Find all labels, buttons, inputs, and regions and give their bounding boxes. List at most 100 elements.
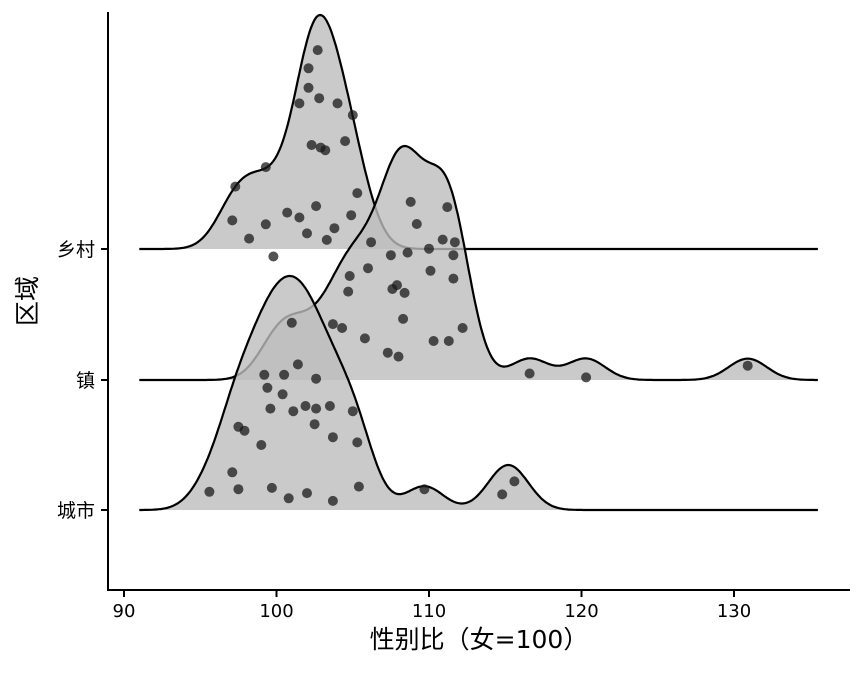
data-point-0-14 [292, 359, 303, 370]
data-point-2-17 [329, 223, 340, 234]
density-line-2 [139, 13, 818, 251]
data-point-0-15 [300, 401, 311, 411]
data-point-2-16 [321, 234, 332, 245]
x-axis-title: 性别比（女=100） [370, 625, 589, 654]
data-point-1-7 [344, 271, 355, 281]
x-tick-label-1: 100 [259, 601, 293, 622]
data-point-0-7 [262, 382, 273, 393]
data-point-2-3 [260, 219, 271, 230]
data-point-0-0 [204, 486, 215, 497]
data-point-2-11 [311, 201, 322, 212]
data-point-0-21 [327, 495, 338, 506]
data-point-1-14 [392, 280, 402, 291]
data-point-1-8 [359, 333, 370, 344]
data-point-0-16 [302, 488, 312, 499]
data-point-0-1 [227, 467, 238, 478]
y-tick-label-1: 镇 [76, 370, 95, 392]
data-point-1-1 [279, 369, 290, 380]
density-fill-0 [139, 276, 818, 510]
data-point-0-6 [259, 369, 270, 380]
data-point-1-24 [437, 234, 448, 245]
data-point-0-26 [497, 489, 508, 500]
y-tick-label-0: 城市 [57, 500, 95, 522]
data-point-2-21 [347, 110, 358, 121]
x-tick-label-2: 110 [412, 601, 446, 622]
data-point-2-18 [332, 98, 343, 109]
data-point-2-13 [314, 93, 325, 104]
data-point-1-31 [524, 368, 535, 379]
data-point-1-16 [398, 313, 409, 324]
data-point-1-11 [382, 347, 393, 358]
data-point-1-22 [425, 265, 436, 276]
data-point-1-0 [268, 251, 279, 262]
data-point-0-2 [233, 484, 244, 495]
data-point-1-19 [405, 196, 416, 207]
data-point-0-12 [286, 317, 297, 328]
ridges-layer [139, 13, 818, 512]
data-point-2-22 [352, 188, 363, 199]
data-point-1-2 [294, 212, 305, 223]
data-point-2-8 [303, 63, 314, 74]
data-point-1-20 [411, 219, 422, 229]
data-point-1-4 [327, 319, 338, 330]
data-point-2-0 [227, 215, 238, 226]
data-point-2-5 [282, 207, 293, 218]
points-layer [204, 45, 753, 506]
data-point-1-18 [402, 247, 413, 258]
data-point-0-8 [265, 403, 276, 414]
data-point-1-29 [449, 237, 460, 248]
data-point-0-4 [239, 425, 250, 436]
data-point-0-20 [327, 432, 338, 443]
data-point-1-21 [424, 243, 434, 254]
data-point-2-12 [312, 45, 323, 56]
data-point-1-10 [366, 237, 377, 248]
data-point-1-28 [448, 250, 459, 261]
data-point-1-26 [443, 336, 454, 346]
x-tick-label-0: 90 [113, 601, 136, 622]
density-line-0 [139, 274, 818, 512]
data-point-1-23 [428, 336, 439, 346]
data-point-0-17 [309, 419, 320, 430]
data-point-0-23 [352, 437, 363, 448]
data-point-2-6 [294, 98, 305, 109]
data-point-1-30 [457, 323, 468, 333]
data-point-2-1 [230, 181, 241, 192]
data-point-2-4 [260, 162, 271, 173]
data-point-1-15 [393, 351, 404, 362]
data-point-0-5 [256, 440, 267, 450]
data-point-0-10 [277, 389, 288, 400]
data-point-1-25 [442, 202, 453, 213]
data-point-2-7 [302, 228, 312, 239]
data-point-1-6 [343, 286, 354, 297]
data-point-0-9 [266, 482, 277, 493]
data-point-2-2 [244, 233, 255, 244]
data-point-1-17 [399, 287, 410, 298]
density-fill-2 [139, 15, 818, 249]
data-point-0-18 [311, 403, 322, 414]
x-tick-label-4: 130 [717, 601, 751, 622]
data-point-0-25 [419, 484, 430, 495]
data-point-1-5 [337, 323, 348, 333]
data-point-2-20 [346, 210, 357, 221]
y-tick-labels: 城市 镇 乡村 [57, 239, 108, 522]
data-point-2-10 [306, 140, 317, 150]
x-tick-label-3: 120 [564, 601, 598, 622]
data-point-1-9 [363, 263, 373, 274]
data-point-0-22 [347, 406, 358, 417]
data-point-1-12 [385, 250, 396, 261]
data-point-0-24 [353, 481, 364, 492]
data-point-0-19 [324, 401, 335, 411]
x-ticks: 90 100 110 120 130 [113, 590, 751, 622]
y-axis-title: 区域 [13, 276, 42, 326]
data-point-2-15 [320, 145, 331, 156]
data-point-1-33 [742, 360, 753, 371]
y-tick-label-2: 乡村 [57, 239, 95, 261]
data-point-2-9 [303, 82, 314, 93]
data-point-0-27 [509, 476, 520, 487]
data-point-1-3 [311, 373, 322, 384]
data-point-1-27 [448, 273, 459, 284]
data-point-0-13 [288, 406, 299, 417]
data-point-0-11 [283, 493, 294, 504]
